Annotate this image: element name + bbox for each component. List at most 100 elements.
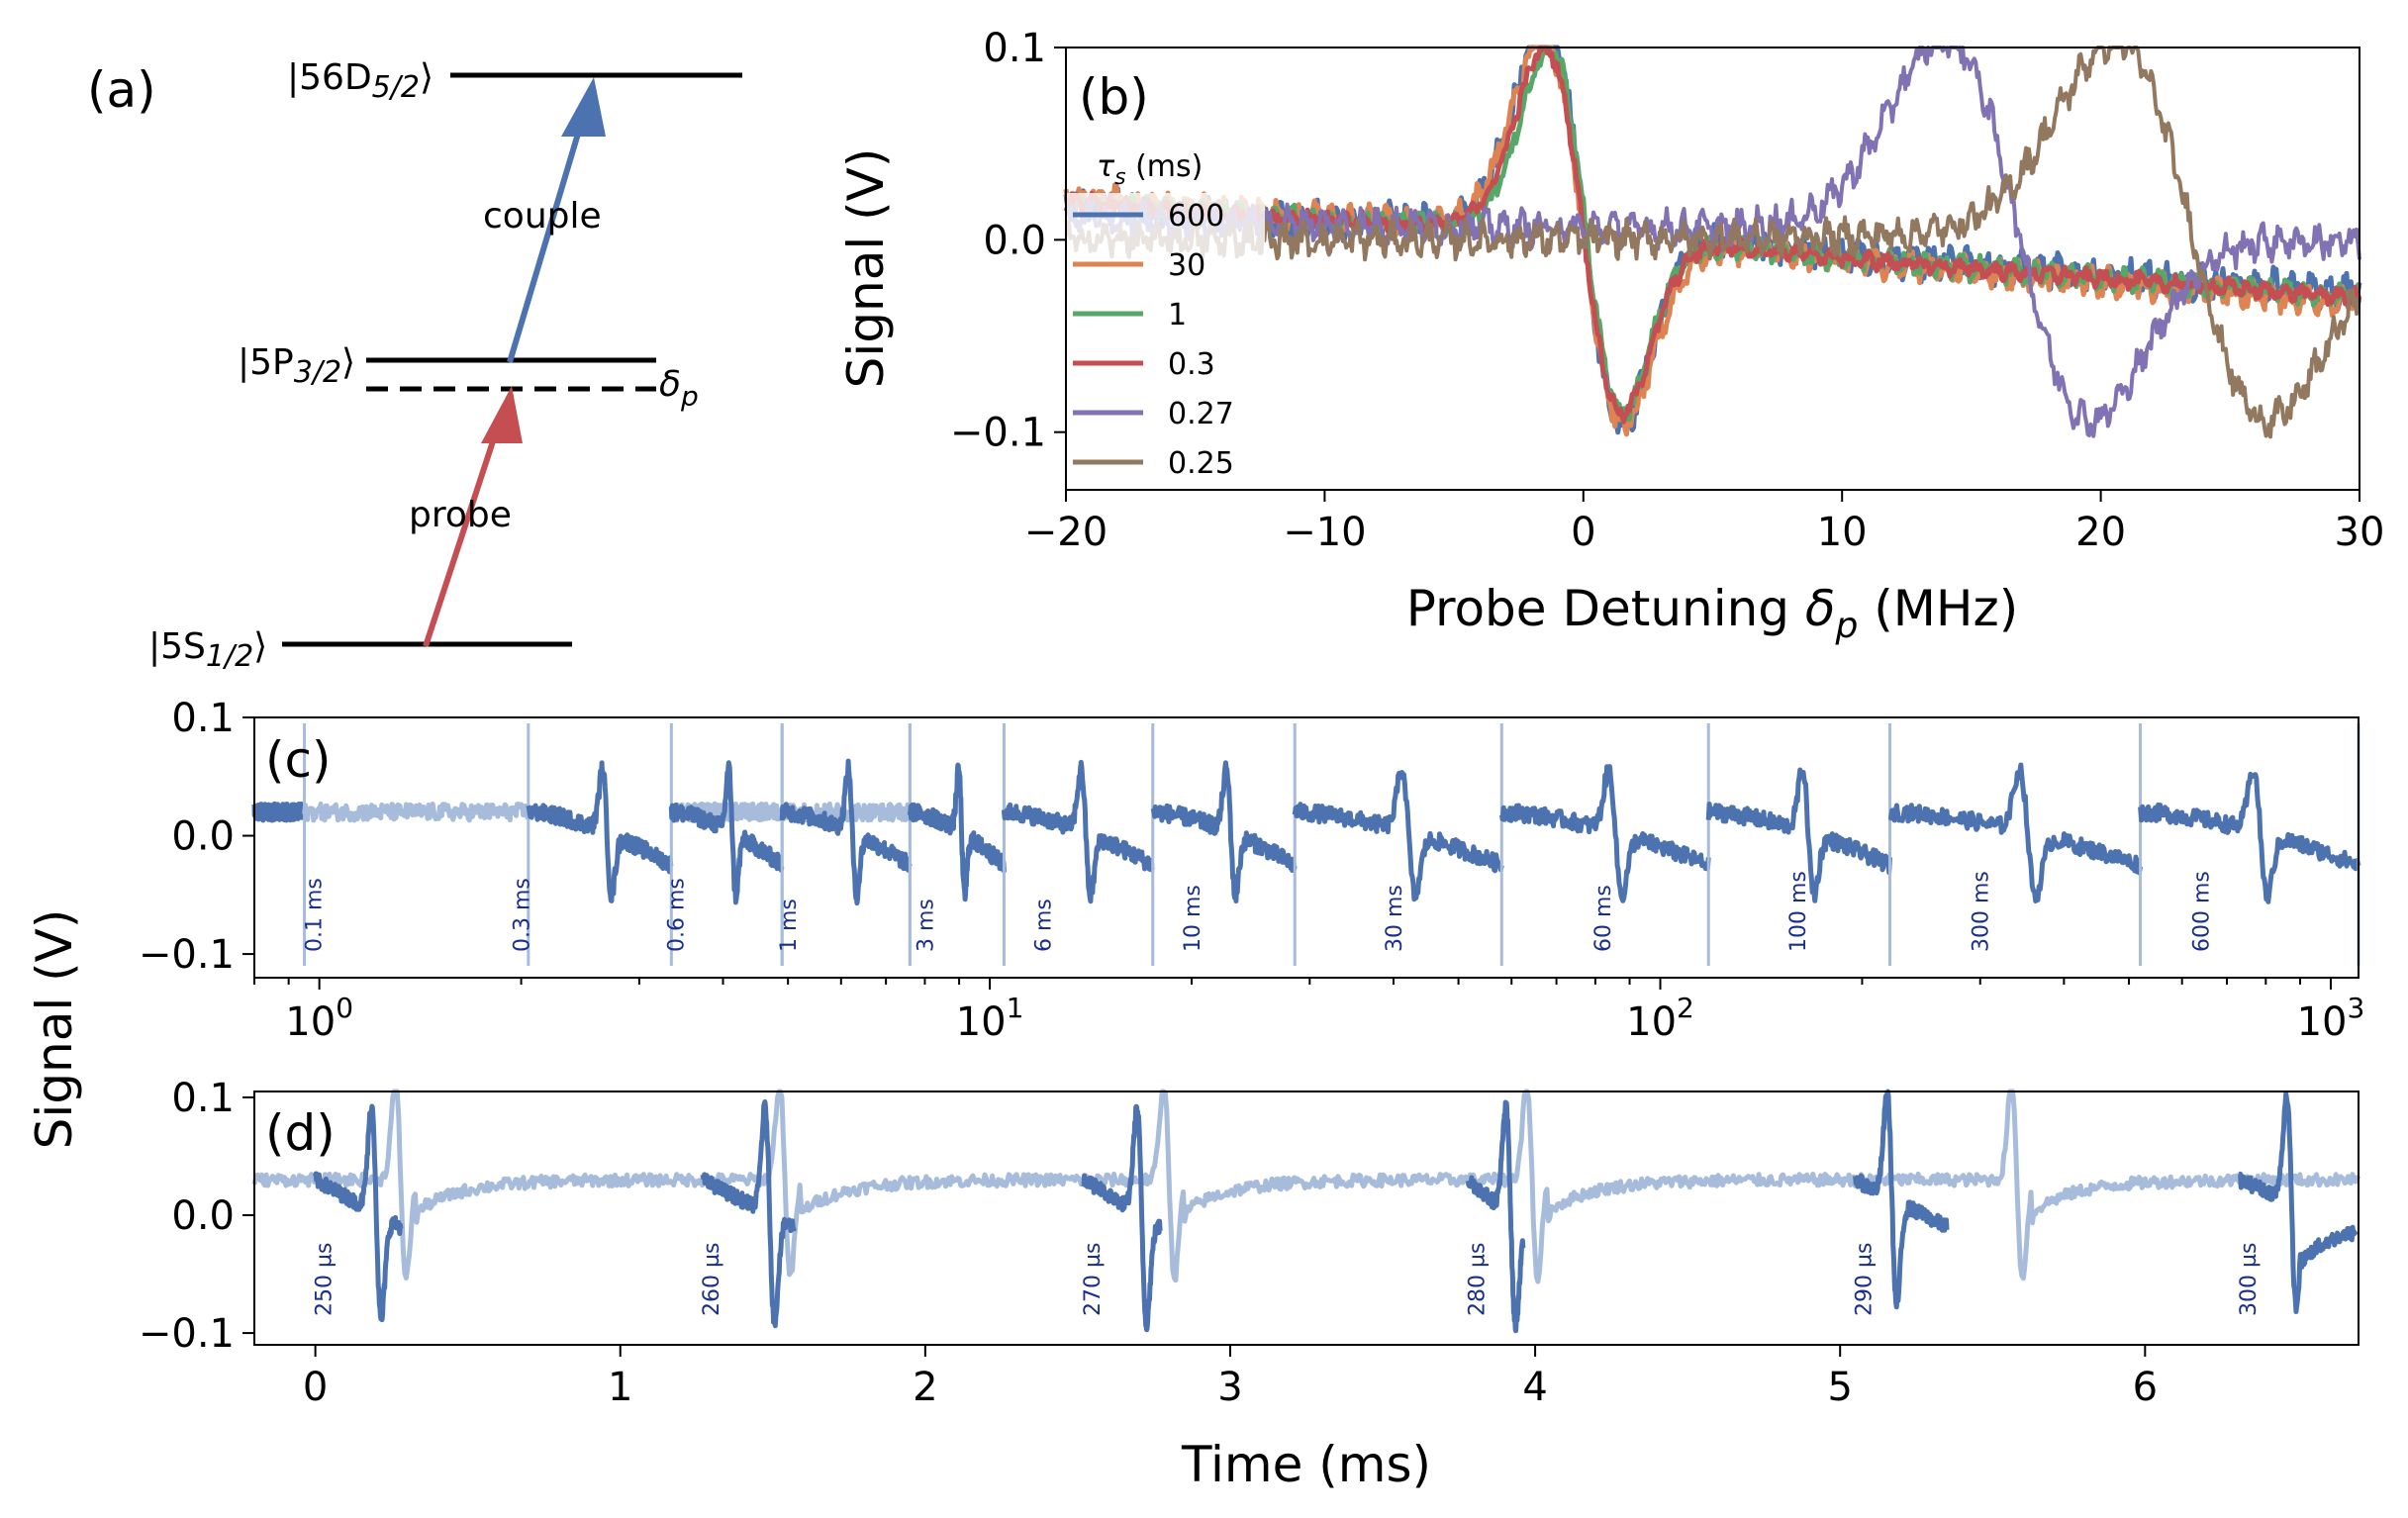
- panel-b-frame: [1065, 47, 2360, 491]
- trace-c-segment: [302, 801, 531, 823]
- panel-d-background: [254, 1091, 2359, 1345]
- c-segment-label: 6 ms: [1032, 899, 1057, 952]
- c-segment-label: 100 ms: [1786, 871, 1811, 952]
- b-xtick-label: 0: [1571, 510, 1595, 555]
- couple-arrow-shaft: [507, 123, 584, 363]
- panel-b-plot-area: [1063, 45, 2362, 439]
- legend-entry-600: 600: [1168, 199, 1224, 234]
- panel-c-plot-area: 0.1 ms 0.3 ms 0.6 ms 1 ms 3 ms 6 ms 10 ms 30 ms…: [251, 722, 2361, 967]
- c-segment-label: 60 ms: [1591, 885, 1616, 952]
- b-xtick-label: 10: [1817, 510, 1868, 555]
- d-xtick-label: 3: [1217, 1365, 1242, 1410]
- d-segment-label: 300 µs: [2237, 1243, 2262, 1316]
- d-segment-label: 260 µs: [700, 1243, 724, 1316]
- panel-d-plot-area: 250 µs 260 µs 270 µs 280 µs 290 µs 300 µs: [251, 1089, 2361, 1334]
- level-56d-label: |56D5/2⟩: [287, 57, 433, 105]
- trace-c-segment: [779, 758, 913, 906]
- c-segment-label: 3 ms: [914, 899, 938, 952]
- b-xtick-label: 20: [2075, 510, 2126, 555]
- trace-c-segment: [1001, 759, 1155, 904]
- probe-arrow-head: [481, 386, 523, 443]
- trace-c-segment: [1150, 760, 1298, 903]
- c-segment-label: 10 ms: [1181, 885, 1205, 952]
- trace-c-segment: [2138, 771, 2361, 904]
- level-5p-label: |5P3/2⟩: [238, 342, 355, 390]
- panel-b: −20 −10 0 10 20 30 −0.1 0.0 0.1 (b) τs (ms) 600 30…: [837, 26, 2384, 646]
- couple-label: couple: [483, 196, 602, 237]
- couple-arrow-head: [561, 77, 606, 137]
- c-xtick-label: 102: [1626, 992, 1694, 1045]
- panel-b-legend: τs (ms) 600 30 1 0.3 0.27 0.25: [1067, 149, 1265, 481]
- panel-a: (a) |56D5/2⟩ |5P3/2⟩ δp |5S1/2⟩ probe co…: [87, 57, 742, 674]
- trace-d-segment: [1465, 1099, 1526, 1334]
- legend-box: [1067, 193, 1265, 480]
- panel-c-ticks: 100 101 102 103 −0.1 0.0 0.1: [139, 696, 2364, 1045]
- c-segment-label: 30 ms: [1383, 885, 1407, 952]
- detuning-label: δp: [659, 364, 699, 413]
- c-segment-label: 300 ms: [1970, 871, 1994, 952]
- panel-c-background: [254, 717, 2359, 978]
- c-ytick-label: −0.1: [139, 932, 235, 978]
- panel-c: 0.1 ms 0.3 ms 0.6 ms 1 ms 3 ms 6 ms 10 ms 30 ms…: [139, 696, 2364, 1045]
- c-xtick-label: 100: [285, 992, 353, 1045]
- legend-entry-0_25: 0.25: [1168, 446, 1234, 481]
- panel-d: 250 µs 260 µs 270 µs 280 µs 290 µs 300 µs 0 1 2…: [139, 1076, 2361, 1493]
- shared-ylabel: Signal (V): [26, 909, 83, 1150]
- legend-title: τs (ms): [1097, 149, 1203, 190]
- level-5s-label: |5S1/2⟩: [148, 626, 267, 674]
- b-xtick-label: −10: [1283, 510, 1366, 555]
- panel-c-label: (c): [265, 731, 332, 789]
- trace-c-segment: [1292, 770, 1504, 902]
- panel-b-xlabel: Probe Detuning δp (MHz): [1406, 580, 2019, 646]
- c-segment-label: 0.6 ms: [665, 878, 690, 952]
- c-segment-label: 0.3 ms: [511, 878, 535, 952]
- probe-label: probe: [409, 495, 512, 535]
- legend-entry-0_3: 0.3: [1168, 347, 1215, 382]
- d-xtick-label: 6: [2133, 1365, 2158, 1410]
- c-segment-label: 600 ms: [2190, 871, 2215, 952]
- d-xtick-label: 1: [608, 1365, 632, 1410]
- b-xtick-label: 30: [2335, 510, 2385, 555]
- trace-d-segment: [1081, 1103, 1163, 1333]
- c-xtick-label: 103: [2297, 992, 2365, 1045]
- legend-entry-0_27: 0.27: [1168, 397, 1234, 431]
- d-segment-label: 270 µs: [1081, 1243, 1106, 1316]
- panel-b-ylabel: Signal (V): [837, 148, 895, 389]
- c-ytick-label: 0.0: [171, 814, 235, 860]
- trace-d-segment: [1853, 1089, 1950, 1310]
- d-xtick-label: 4: [1522, 1365, 1547, 1410]
- b-ytick-label: 0.1: [983, 26, 1046, 71]
- panel-b-label: (b): [1079, 68, 1149, 126]
- c-ytick-label: 0.1: [171, 696, 235, 741]
- c-segment-label: 1 ms: [777, 899, 802, 952]
- b-xtick-label: −20: [1024, 510, 1108, 555]
- panel-c-frame: [253, 716, 2360, 979]
- trace-d-light: [251, 1089, 2361, 1284]
- b-ytick-label: −0.1: [950, 411, 1046, 456]
- c-xtick-label: 101: [956, 992, 1024, 1045]
- trace-c-segment: [668, 760, 785, 905]
- d-segment-label: 290 µs: [1853, 1243, 1878, 1316]
- probe-arrow-shaft: [423, 434, 498, 647]
- panel-d-label: (d): [265, 1104, 336, 1162]
- legend-entry-30: 30: [1168, 248, 1205, 283]
- trace-d-segment: [2238, 1091, 2359, 1314]
- trace-d-segment: [313, 1103, 404, 1323]
- d-ytick-label: 0.0: [171, 1193, 235, 1239]
- d-ytick-label: −0.1: [139, 1311, 235, 1357]
- d-segment-label: 280 µs: [1465, 1243, 1490, 1316]
- trace-d-segment: [700, 1098, 797, 1329]
- d-xtick-label: 5: [1827, 1365, 1852, 1410]
- d-xtick-label: 2: [913, 1365, 937, 1410]
- panel-b-ticks: −20 −10 0 10 20 30 −0.1 0.0 0.1: [950, 26, 2385, 555]
- b-ytick-label: 0.0: [983, 218, 1046, 263]
- trace-b-0_25: [1064, 46, 2361, 439]
- panel-d-frame: [253, 1091, 2360, 1346]
- trace-c-segment: [1705, 767, 1892, 903]
- d-ytick-label: 0.1: [171, 1076, 235, 1121]
- d-segment-label: 250 µs: [313, 1243, 337, 1316]
- legend-entry-1: 1: [1168, 298, 1187, 332]
- d-xtick-label: 0: [303, 1365, 328, 1410]
- trace-c-segment: [251, 801, 308, 823]
